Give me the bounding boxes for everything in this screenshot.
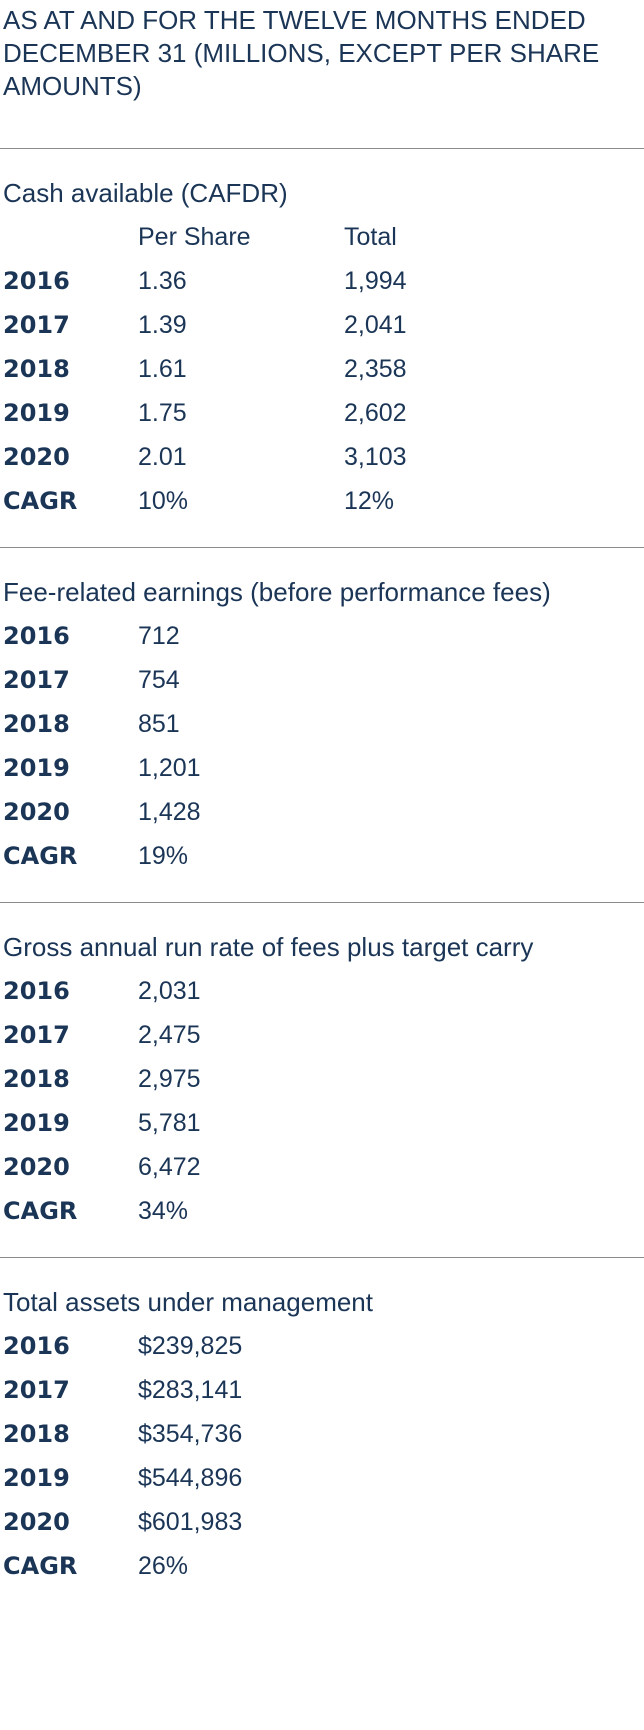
cell: 2,358 xyxy=(344,355,407,383)
section-title: Cash available (CAFDR) xyxy=(3,178,288,208)
cell: 2,031 xyxy=(138,977,201,1005)
row-label: 2020 xyxy=(3,1153,70,1181)
table-row: 2016 $239,825 xyxy=(0,1324,644,1368)
table-row: 2019 5,781 xyxy=(0,1101,644,1145)
row-label: 2019 xyxy=(3,399,70,427)
row-label: CAGR xyxy=(3,842,78,870)
cell: 2,475 xyxy=(138,1021,201,1049)
row-label: 2016 xyxy=(3,977,70,1005)
section: Total assets under management 2016 $239,82… xyxy=(0,1257,644,1612)
table-row: CAGR 34% xyxy=(0,1189,644,1233)
cell: 1,201 xyxy=(138,754,201,782)
content: Cash available (CAFDR) Per Share Total 2016… xyxy=(0,148,644,1612)
cell: 851 xyxy=(138,710,180,738)
table-row: 2017 754 xyxy=(0,658,644,702)
row-label: 2017 xyxy=(3,666,70,694)
section: Gross annual run rate of fees plus targe… xyxy=(0,902,644,1257)
row-label: 2018 xyxy=(3,710,70,738)
table-row: 2019 1,201 xyxy=(0,746,644,790)
cell: 26% xyxy=(138,1552,189,1580)
cell: $601,983 xyxy=(138,1508,243,1536)
table-row: 2020 $601,983 xyxy=(0,1500,644,1544)
cell: 3,103 xyxy=(344,443,407,471)
row-label: 2017 xyxy=(3,311,70,339)
cell: 1,428 xyxy=(138,798,201,826)
column-header: Per Share xyxy=(138,223,251,251)
table-row: 2020 1,428 xyxy=(0,790,644,834)
cell: 5,781 xyxy=(138,1109,201,1137)
row-label: 2019 xyxy=(3,1464,70,1492)
row-label: 2019 xyxy=(3,1109,70,1137)
table-row: 2017 $283,141 xyxy=(0,1368,644,1412)
cell: 1.39 xyxy=(138,311,187,339)
row-label: 2019 xyxy=(3,754,70,782)
table-row: 2016 712 xyxy=(0,614,644,658)
cell: 1.36 xyxy=(138,267,187,295)
table-row: 2018 851 xyxy=(0,702,644,746)
section: Fee-related earnings (before performance… xyxy=(0,547,644,902)
table-row: 2020 2.01 3,103 xyxy=(0,435,644,479)
table-row: 2018 $354,736 xyxy=(0,1412,644,1456)
cell: $239,825 xyxy=(138,1332,243,1360)
row-label: CAGR xyxy=(3,1197,78,1225)
row-label: CAGR xyxy=(3,1552,78,1580)
row-label: 2020 xyxy=(3,798,70,826)
cell: $283,141 xyxy=(138,1376,243,1404)
row-label: 2020 xyxy=(3,443,70,471)
table-row: 2017 1.39 2,041 xyxy=(0,303,644,347)
cell: 1.75 xyxy=(138,399,187,427)
cell: 6,472 xyxy=(138,1153,201,1181)
row-label: 2018 xyxy=(3,1065,70,1093)
row-label: 2016 xyxy=(3,622,70,650)
section-title: Fee-related earnings (before performance… xyxy=(3,577,551,607)
cell: 2.01 xyxy=(138,443,187,471)
table-row: 2017 2,475 xyxy=(0,1013,644,1057)
table-row: CAGR 10% 12% xyxy=(0,479,644,523)
table-row: CAGR 26% xyxy=(0,1544,644,1588)
table-row: 2018 1.61 2,358 xyxy=(0,347,644,391)
column-header: Total xyxy=(344,223,397,251)
cell: 2,602 xyxy=(344,399,407,427)
cell: 712 xyxy=(138,622,180,650)
cell: 1,994 xyxy=(344,267,407,295)
row-label: 2016 xyxy=(3,1332,70,1360)
section: Cash available (CAFDR) Per Share Total 2016… xyxy=(0,148,644,547)
page: AS AT AND FOR THE TWELVE MONTHS ENDED DE… xyxy=(0,4,644,1730)
cell: 19% xyxy=(138,842,189,870)
table-row: 2019 $544,896 xyxy=(0,1456,644,1500)
table-row: 2016 2,031 xyxy=(0,969,644,1013)
cell: $544,896 xyxy=(138,1464,243,1492)
cell: 12% xyxy=(344,487,395,515)
page-title: AS AT AND FOR THE TWELVE MONTHS ENDED DE… xyxy=(3,5,600,101)
row-label: 2018 xyxy=(3,355,70,383)
cell: $354,736 xyxy=(138,1420,243,1448)
column-header-row: Per Share Total xyxy=(0,215,644,259)
row-label: 2017 xyxy=(3,1376,70,1404)
cell: 2,975 xyxy=(138,1065,201,1093)
table-row: 2020 6,472 xyxy=(0,1145,644,1189)
cell: 34% xyxy=(138,1197,189,1225)
row-label: 2016 xyxy=(3,267,70,295)
cell: 1.61 xyxy=(138,355,187,383)
table-row: CAGR 19% xyxy=(0,834,644,878)
cell: 10% xyxy=(138,487,189,515)
table-row: 2016 1.36 1,994 xyxy=(0,259,644,303)
row-label: 2018 xyxy=(3,1420,70,1448)
table-row: 2019 1.75 2,602 xyxy=(0,391,644,435)
row-label: 2020 xyxy=(3,1508,70,1536)
table-row: 2018 2,975 xyxy=(0,1057,644,1101)
row-label: CAGR xyxy=(3,487,78,515)
section-title: Total assets under management xyxy=(3,1287,373,1317)
cell: 2,041 xyxy=(344,311,407,339)
cell: 754 xyxy=(138,666,180,694)
section-title: Gross annual run rate of fees plus targe… xyxy=(3,932,534,962)
row-label: 2017 xyxy=(3,1021,70,1049)
